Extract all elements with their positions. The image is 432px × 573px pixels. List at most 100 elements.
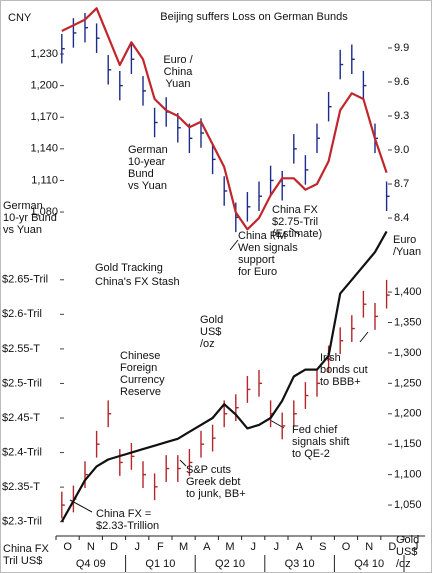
y2-tick-label: 1,400 — [394, 286, 422, 298]
price-bar — [95, 23, 100, 53]
y-tick-label: 1,200 — [30, 80, 58, 92]
price-bar — [246, 192, 251, 222]
annotation: Foreign — [120, 362, 157, 374]
annotation: Wen signals — [238, 242, 298, 254]
y-tick-label: $2.3-Tril — [2, 516, 42, 528]
y-axis-label: CNY — [8, 12, 32, 24]
annotation: China FX = — [96, 508, 151, 520]
y2-tick-label: 8.7 — [394, 178, 409, 190]
price-bar — [142, 461, 146, 489]
price-bar — [269, 165, 274, 196]
price-bar — [61, 33, 65, 64]
annotation: US$ — [200, 326, 221, 338]
annotation: vs Yuan — [128, 180, 167, 192]
x-tick-label: N — [365, 541, 373, 553]
annotation: to junk, BB+ — [186, 488, 246, 500]
annotation: 10-year — [128, 156, 166, 168]
x-tick-label: F — [157, 541, 164, 553]
y2-axis-label: Euro — [393, 234, 416, 246]
price-bar — [258, 181, 262, 212]
y2-tick-label: 9.3 — [394, 110, 409, 122]
annotation: German — [128, 144, 168, 156]
x-tick-label: A — [203, 541, 211, 553]
annotation: signals shift — [292, 436, 349, 448]
price-bar — [165, 455, 170, 482]
line-series — [61, 7, 388, 231]
y-tick-label: $2.55-T — [2, 343, 40, 355]
price-bar — [119, 70, 123, 101]
y-axis-label: German — [3, 200, 43, 212]
y-axis-label: 10-yr Bund — [3, 212, 57, 224]
y2-tick-label: 8.4 — [394, 212, 409, 224]
price-bar — [327, 91, 332, 122]
y-axis-label: vs Yuan — [3, 224, 42, 236]
callout — [289, 227, 301, 236]
y-tick-label: $2.6-Tril — [2, 308, 42, 320]
price-bar — [177, 113, 181, 143]
price-bar — [130, 44, 135, 75]
quarter-label: Q2 10 — [215, 558, 245, 570]
y-tick-label: $2.4-Tril — [2, 446, 42, 458]
price-bar — [130, 442, 135, 470]
x-tick-label: J — [413, 541, 419, 553]
price-bar — [304, 155, 309, 185]
y2-tick-label: 1,300 — [394, 347, 422, 359]
y-tick-label: $2.35-T — [2, 481, 40, 493]
annotation: $2.75-Tril — [272, 216, 318, 228]
price-bar — [119, 449, 123, 476]
quarter-label: Q4 10 — [354, 558, 384, 570]
annotation: support — [238, 254, 275, 266]
price-bar — [293, 134, 297, 164]
y-tick-label: 1,170 — [30, 111, 58, 123]
price-bar — [362, 290, 367, 318]
y-tick-label: $2.65-Tril — [2, 274, 48, 286]
callout — [229, 239, 239, 251]
annotation: (Estimate) — [272, 228, 322, 240]
y2-tick-label: 1,050 — [394, 499, 422, 511]
price-bar — [385, 279, 390, 309]
x-tick-label: D — [388, 541, 396, 553]
price-bar — [153, 473, 158, 501]
y-tick-label: 1,080 — [30, 206, 58, 218]
line-series — [60, 230, 388, 523]
y-tick-label: 1,230 — [30, 48, 58, 60]
y-tick-label: 1,140 — [30, 143, 58, 155]
price-bar — [246, 376, 251, 403]
x-tick-label: J — [274, 541, 280, 553]
annotation: Currency — [120, 374, 165, 386]
quarter-label: Q4 09 — [76, 558, 106, 570]
annotation: Yuan — [165, 78, 190, 90]
y2-axis-label: /Yuan — [393, 246, 421, 258]
chart-title: Beijing suffers Loss on German Bunds — [160, 11, 348, 23]
chart-title: Gold Tracking — [95, 262, 163, 274]
x-tick-label: N — [87, 541, 95, 553]
price-bar — [339, 327, 344, 355]
annotation: Fed chief — [292, 424, 338, 436]
y2-tick-label: 9.0 — [394, 144, 409, 156]
quarter-label: Q3 10 — [285, 558, 315, 570]
price-bar — [211, 424, 216, 452]
price-bar — [293, 400, 297, 428]
annotation: S&P cuts — [186, 464, 232, 476]
annotation: Irish — [320, 352, 341, 364]
annotation: China FX — [272, 204, 319, 216]
price-bar — [351, 44, 355, 75]
annotation: Gold — [200, 314, 223, 326]
y-tick-label: $2.5-Tril — [2, 377, 42, 389]
x-tick-label: S — [319, 541, 326, 553]
annotation: Greek debt — [186, 476, 240, 488]
price-bar — [339, 49, 344, 80]
price-bar — [177, 455, 181, 482]
annotation: for Euro — [238, 266, 277, 278]
y2-tick-label: 1,150 — [394, 438, 422, 450]
price-bar — [188, 123, 193, 154]
x-tick-label: M — [225, 541, 234, 553]
y-axis-label: China FX — [3, 543, 50, 555]
price-bar — [72, 18, 77, 48]
price-bar — [316, 369, 320, 397]
annotation: $2.33-Trillion — [96, 520, 159, 532]
x-tick-label: J — [134, 541, 140, 553]
